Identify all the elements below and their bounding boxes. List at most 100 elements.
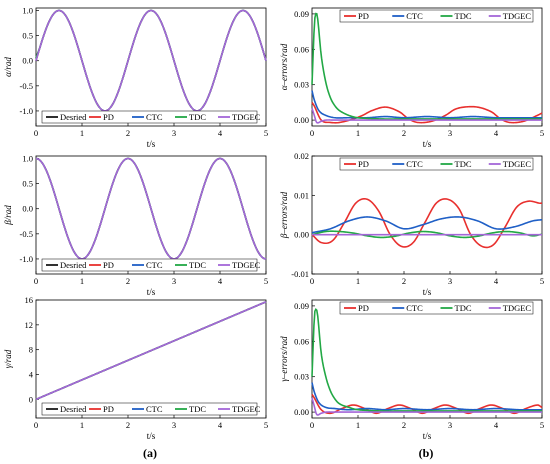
x-tick-label-a3: 5 xyxy=(264,420,268,430)
y-tick-label-b2: 0.02 xyxy=(294,151,309,161)
legend-label-tdc-a1: TDC xyxy=(189,112,206,122)
y-tick-label-a1: 1.0 xyxy=(22,6,33,16)
x-tick-label-a3: 3 xyxy=(172,420,176,430)
y-tick-label-a2: -0.5 xyxy=(20,229,33,239)
y-axis-label-a2: β/rad xyxy=(3,205,13,226)
legend-label-ctc-a1: CTC xyxy=(146,112,163,122)
y-tick-label-a1: -0.5 xyxy=(20,81,33,91)
legend-label-pd-b3: PD xyxy=(358,303,369,313)
x-axis-label-a1: t/s xyxy=(147,139,156,149)
x-tick-label-b2: 3 xyxy=(448,276,452,286)
plot-frame-a1 xyxy=(35,7,267,127)
x-tick-label-a2: 4 xyxy=(218,276,223,286)
legend-label-tdc-b1: TDC xyxy=(455,11,472,21)
series-line-tdgec-b1 xyxy=(311,108,542,124)
x-tick-label-a2: 3 xyxy=(172,276,176,286)
legend-label-desried-a1: Desried xyxy=(60,112,87,122)
legend-label-tdc-b2: TDC xyxy=(455,159,472,169)
x-tick-label-a3: 4 xyxy=(218,420,223,430)
x-tick-label-b3: 2 xyxy=(402,420,406,430)
series-line-tdc-b2 xyxy=(311,230,543,239)
x-tick-label-a1: 4 xyxy=(218,128,223,138)
y-tick-label-a1: 0.0 xyxy=(22,56,33,66)
y-axis-label-a1: α/rad xyxy=(3,57,13,77)
y-tick-label-b3: 0.09 xyxy=(294,301,309,311)
y-tick-label-a3: 0 xyxy=(29,394,33,404)
x-tick-label-a1: 3 xyxy=(172,128,176,138)
x-tick-label-a3: 0 xyxy=(34,420,38,430)
legend-label-tdgec-b2: TDGEC xyxy=(503,159,532,169)
plot-frame-b2 xyxy=(311,155,543,275)
legend-label-ctc-b2: CTC xyxy=(406,159,423,169)
y-tick-label-b1: 0.03 xyxy=(294,80,309,90)
legend-label-tdgec-a2: TDGEC xyxy=(232,260,261,270)
y-tick-label-b3: 0.03 xyxy=(294,372,309,382)
legend-label-tdgec-a1: TDGEC xyxy=(232,112,261,122)
legend-label-ctc-b1: CTC xyxy=(406,11,423,21)
x-axis-label-b1: t/s xyxy=(423,139,432,149)
legend-label-ctc-b3: CTC xyxy=(406,303,423,313)
x-tick-label-a1: 2 xyxy=(126,128,130,138)
y-axis-label-b2: β–errors/rad xyxy=(279,191,289,239)
y-tick-label-a3: 12 xyxy=(25,320,34,330)
series-line-tdgec-a2 xyxy=(35,157,267,260)
y-axis-label-b1: α–errors/rad xyxy=(279,43,289,90)
legend-label-pd-b1: PD xyxy=(358,11,369,21)
x-axis-label-a2: t/s xyxy=(147,287,156,297)
legend-box-a3 xyxy=(41,402,258,416)
series-line-ctc-b1 xyxy=(311,90,542,119)
x-tick-label-b2: 1 xyxy=(356,276,360,286)
x-tick-label-b1: 2 xyxy=(402,128,406,138)
legend-label-pd-a2: PD xyxy=(103,260,114,270)
y-tick-label-a3: 8 xyxy=(29,345,33,355)
legend-label-desried-a2: Desried xyxy=(60,260,87,270)
y-tick-label-b1: 0.09 xyxy=(294,9,309,19)
y-axis-label-a3: γ/rad xyxy=(3,349,13,368)
y-tick-label-b2: 0.00 xyxy=(294,230,309,240)
legend-box-a1 xyxy=(41,110,258,124)
x-tick-label-b3: 5 xyxy=(540,420,544,430)
plot-frame-a3 xyxy=(35,299,267,419)
legend-label-ctc-a2: CTC xyxy=(146,260,163,270)
x-tick-label-a2: 1 xyxy=(80,276,84,286)
legend-label-tdc-a3: TDC xyxy=(189,404,206,414)
legend-label-ctc-a3: CTC xyxy=(146,404,163,414)
legend-label-pd-a3: PD xyxy=(103,404,114,414)
legend-label-tdgec-b3: TDGEC xyxy=(503,303,532,313)
y-tick-label-b2: 0.01 xyxy=(294,190,309,200)
x-tick-label-a1: 0 xyxy=(34,128,38,138)
legend-label-pd-b2: PD xyxy=(358,159,369,169)
legend-label-desried-a3: Desried xyxy=(60,404,87,414)
x-tick-label-b2: 2 xyxy=(402,276,406,286)
series-line-ctc-b2 xyxy=(311,216,543,234)
x-tick-label-a2: 2 xyxy=(126,276,130,286)
y-tick-label-a2: -1.0 xyxy=(20,254,33,264)
x-tick-label-b3: 3 xyxy=(448,420,452,430)
x-tick-label-a3: 1 xyxy=(80,420,84,430)
x-tick-label-b1: 0 xyxy=(310,128,314,138)
series-line-tdgec-b3 xyxy=(311,397,542,416)
caption-a: (a) xyxy=(143,446,157,460)
y-axis-label-b3: γ–errors/rad xyxy=(279,336,289,382)
x-tick-label-b1: 3 xyxy=(448,128,452,138)
y-tick-label-a3: 16 xyxy=(25,295,34,305)
legend-box-b2 xyxy=(339,157,534,171)
caption-b: (b) xyxy=(419,446,434,460)
legend-label-tdc-b3: TDC xyxy=(455,303,472,313)
y-tick-label-a2: 0.0 xyxy=(22,204,33,214)
y-tick-label-b2: -0.01 xyxy=(291,269,309,279)
legend-label-tdgec-a3: TDGEC xyxy=(232,404,261,414)
plot-frame-b3 xyxy=(311,299,543,419)
series-line-tdc-b1 xyxy=(311,12,542,120)
series-line-tdgec-a1 xyxy=(35,9,267,112)
plot-frame-b1 xyxy=(311,7,543,127)
legend-box-a2 xyxy=(41,258,258,272)
legend-label-tdc-a2: TDC xyxy=(189,260,206,270)
plot-frame-a2 xyxy=(35,155,267,275)
legend-box-b3 xyxy=(339,301,534,315)
y-tick-label-a2: 0.5 xyxy=(22,179,33,189)
x-tick-label-a2: 5 xyxy=(264,276,268,286)
x-axis-label-a3: t/s xyxy=(147,431,156,441)
x-tick-label-b1: 1 xyxy=(356,128,360,138)
y-tick-label-a3: 4 xyxy=(29,370,34,380)
